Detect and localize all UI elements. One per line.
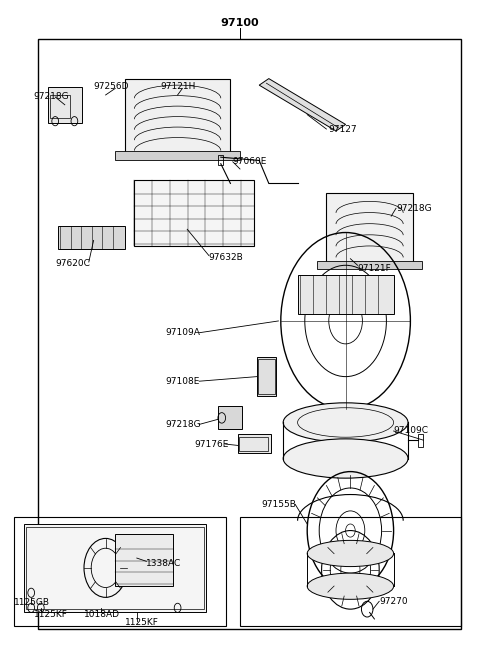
Text: 97109C: 97109C <box>394 426 429 436</box>
Text: 1338AC: 1338AC <box>146 559 181 568</box>
Text: 1125KF: 1125KF <box>125 618 159 627</box>
Text: 97176E: 97176E <box>194 440 229 449</box>
Bar <box>115 151 240 160</box>
Bar <box>257 357 276 396</box>
Text: 97155B: 97155B <box>262 500 297 509</box>
Bar <box>38 39 461 629</box>
Bar <box>58 226 125 249</box>
Text: 97632B: 97632B <box>209 253 243 262</box>
Bar <box>238 434 271 453</box>
Bar <box>50 95 70 118</box>
Bar <box>239 437 268 451</box>
Text: 1018AD: 1018AD <box>84 610 120 619</box>
Text: 97100: 97100 <box>221 18 259 28</box>
Text: 97270: 97270 <box>379 597 408 606</box>
Ellipse shape <box>307 540 394 567</box>
Text: 97218G: 97218G <box>34 92 69 102</box>
Text: 97121F: 97121F <box>358 264 391 273</box>
Text: 97620C: 97620C <box>55 259 90 269</box>
Polygon shape <box>259 79 346 131</box>
Ellipse shape <box>283 439 408 478</box>
Bar <box>326 193 413 265</box>
Bar <box>258 359 275 394</box>
Text: 97060E: 97060E <box>233 157 267 166</box>
Text: 97121H: 97121H <box>161 82 196 91</box>
Bar <box>240 517 461 626</box>
Text: 97127: 97127 <box>329 124 358 134</box>
Bar <box>418 434 423 447</box>
Bar <box>115 534 173 586</box>
Ellipse shape <box>307 573 394 599</box>
Text: 97256D: 97256D <box>94 82 129 91</box>
Bar <box>48 87 82 123</box>
Bar <box>134 180 254 246</box>
Bar <box>26 527 204 609</box>
Text: 97109A: 97109A <box>166 328 201 337</box>
Ellipse shape <box>283 403 408 442</box>
Text: 1125KF: 1125KF <box>34 610 68 619</box>
Text: 97218G: 97218G <box>396 204 432 213</box>
Bar <box>125 79 230 157</box>
Bar <box>24 524 206 612</box>
Text: 97218G: 97218G <box>166 420 201 429</box>
Text: 1125GB: 1125GB <box>14 598 50 607</box>
Bar <box>298 275 394 314</box>
Text: 97108E: 97108E <box>166 377 200 386</box>
Bar <box>218 406 242 429</box>
Bar <box>14 517 226 626</box>
Bar <box>218 155 223 165</box>
Bar <box>317 261 422 269</box>
